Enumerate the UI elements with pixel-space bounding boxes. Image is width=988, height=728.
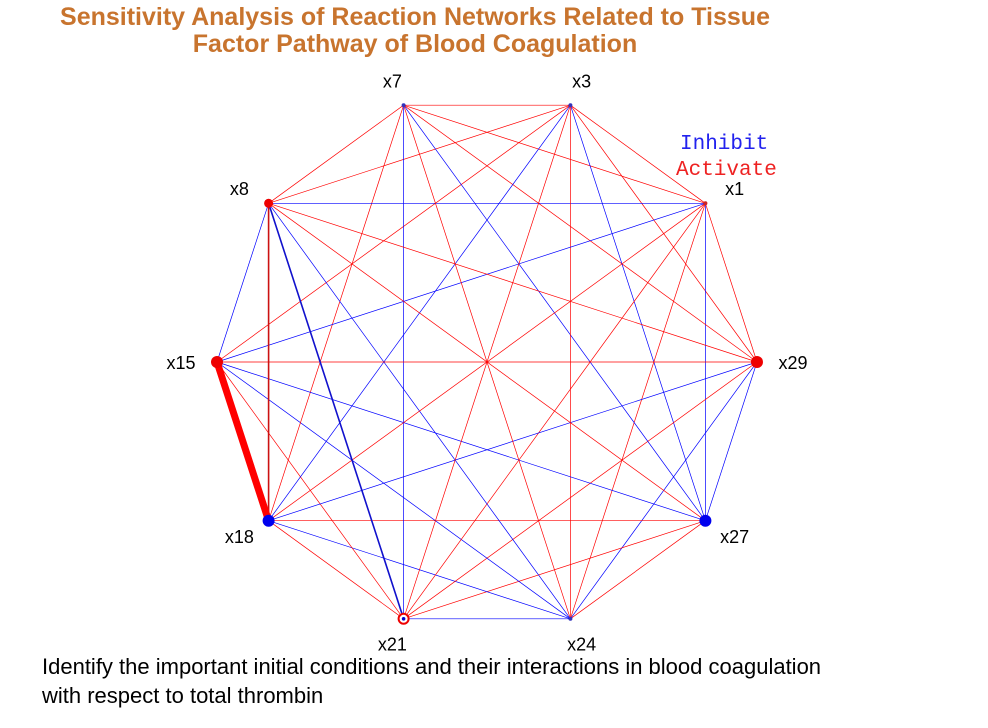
- node-label-x18: x18: [225, 527, 254, 547]
- edge-x3-x27-inhibit: [570, 104, 706, 522]
- edge-x1-x24-activate: [570, 202, 706, 620]
- edge-x15-x18-activate: [213, 358, 273, 525]
- node-x15: [211, 356, 223, 368]
- node-label-x15: x15: [166, 353, 195, 373]
- network-labels: x7 x3 x1 x29 x27 x24 x21 x18 x15 x8: [166, 72, 807, 655]
- node-x27: [699, 514, 712, 527]
- edge-x29-x27-inhibit: [705, 361, 758, 522]
- node-x1: [703, 201, 708, 206]
- edge-x27-x8-activate: [268, 202, 706, 522]
- node-x8: [264, 198, 274, 208]
- edge-x8-x7-activate: [268, 104, 404, 204]
- edge-x21-x18-activate: [268, 520, 404, 620]
- legend-activate: Activate: [676, 159, 777, 182]
- edge-x7-x29-activate: [403, 104, 758, 363]
- edge-x18-x7-activate: [268, 104, 404, 522]
- edge-x24-x15-inhibit: [216, 361, 571, 620]
- legend: Inhibit Activate: [676, 133, 777, 182]
- node-label-x21: x21: [378, 635, 407, 655]
- node-label-x29: x29: [778, 353, 807, 373]
- title-line-1: Sensitivity Analysis of Reaction Network…: [60, 3, 770, 31]
- node-label-x8: x8: [230, 179, 249, 199]
- edge-x3-x1-activate: [570, 104, 706, 204]
- node-x24: [568, 616, 573, 621]
- node-label-x1: x1: [725, 179, 744, 199]
- node-x29: [751, 356, 763, 368]
- node-x18: [262, 514, 275, 527]
- node-label-x7: x7: [383, 72, 402, 92]
- title-line-2: Factor Pathway of Blood Coagulation: [192, 30, 638, 58]
- page-title: Sensitivity Analysis of Reaction Network…: [0, 4, 830, 58]
- node-x7: [401, 103, 406, 108]
- edge-x15-x8-inhibit: [216, 202, 269, 363]
- legend-inhibit: Inhibit: [680, 133, 768, 156]
- edge-x27-x24-activate: [570, 520, 706, 620]
- node-label-x24: x24: [567, 635, 596, 655]
- edge-x29-x21-activate: [403, 361, 758, 620]
- caption: Identify the important initial condition…: [42, 652, 972, 710]
- network-nodes: [211, 103, 763, 625]
- node-label-x27: x27: [720, 527, 749, 547]
- caption-line-2: with respect to total thrombin: [42, 683, 324, 708]
- edge-x15-x3-activate: [216, 104, 571, 363]
- edge-x8-x21-inhibit: [267, 202, 405, 620]
- node-x3: [568, 103, 573, 108]
- network-edges: [213, 104, 758, 620]
- caption-line-1: Identify the important initial condition…: [42, 654, 822, 679]
- node-label-x3: x3: [572, 72, 591, 92]
- node-x21-core: [401, 617, 406, 621]
- edge-x1-x29-activate: [705, 202, 758, 363]
